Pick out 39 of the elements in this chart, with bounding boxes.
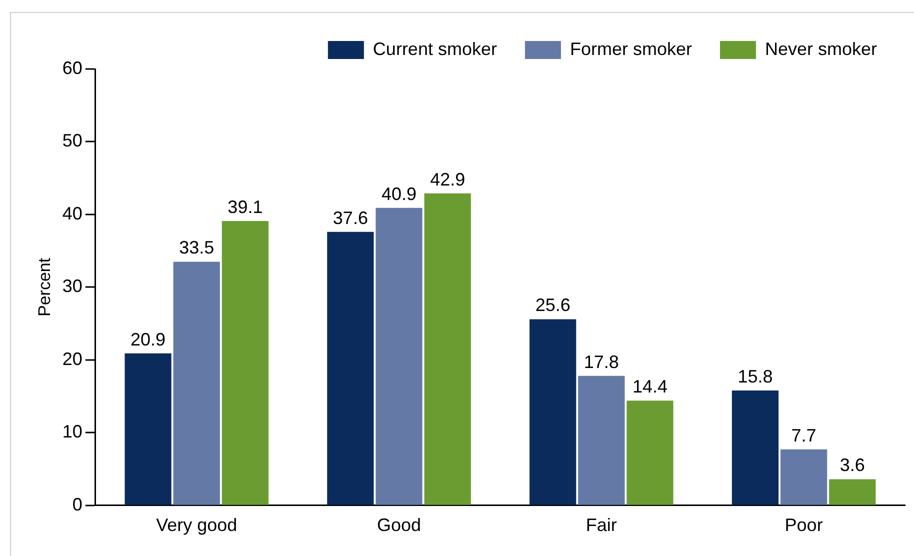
bar <box>829 479 876 505</box>
y-axis-title: Percent <box>34 258 54 316</box>
legend-label: Current smoker <box>372 38 497 59</box>
x-tick-label: Good <box>376 515 422 536</box>
bar <box>327 232 374 505</box>
bar <box>578 376 625 505</box>
bar <box>173 262 220 505</box>
data-label: 7.7 <box>791 425 816 446</box>
data-label: 42.9 <box>430 169 466 190</box>
data-label: 14.4 <box>632 376 668 397</box>
bar <box>376 208 422 505</box>
y-tick-label: 10 <box>62 422 82 442</box>
legend-label: Former smoker <box>570 38 692 59</box>
data-label: 40.9 <box>381 184 417 204</box>
y-tick-label: 30 <box>62 276 82 296</box>
data-label: 37.6 <box>332 208 368 228</box>
bar <box>626 400 674 505</box>
bar <box>222 221 269 505</box>
y-tick-label: 40 <box>62 203 82 224</box>
data-label: 17.8 <box>584 352 619 372</box>
data-label: 20.9 <box>130 329 166 350</box>
data-label: 33.5 <box>179 238 214 258</box>
data-label: 39.1 <box>228 196 263 217</box>
y-tick-label: 60 <box>62 58 82 78</box>
bar <box>780 449 828 505</box>
data-label: 25.6 <box>535 295 570 316</box>
bar <box>124 353 172 505</box>
bar <box>424 193 471 505</box>
y-tick-label: 0 <box>72 494 82 514</box>
bar <box>732 390 779 505</box>
x-tick-label: Fair <box>586 515 617 536</box>
x-tick-label: Very good <box>156 515 238 536</box>
legend-label: Never smoker <box>764 38 878 59</box>
bar <box>530 319 576 505</box>
x-tick-label: Poor <box>784 515 823 536</box>
data-label: 3.6 <box>840 455 865 476</box>
y-tick-label: 20 <box>62 348 82 369</box>
y-tick-label: 50 <box>62 130 82 151</box>
data-label: 15.8 <box>738 366 773 386</box>
